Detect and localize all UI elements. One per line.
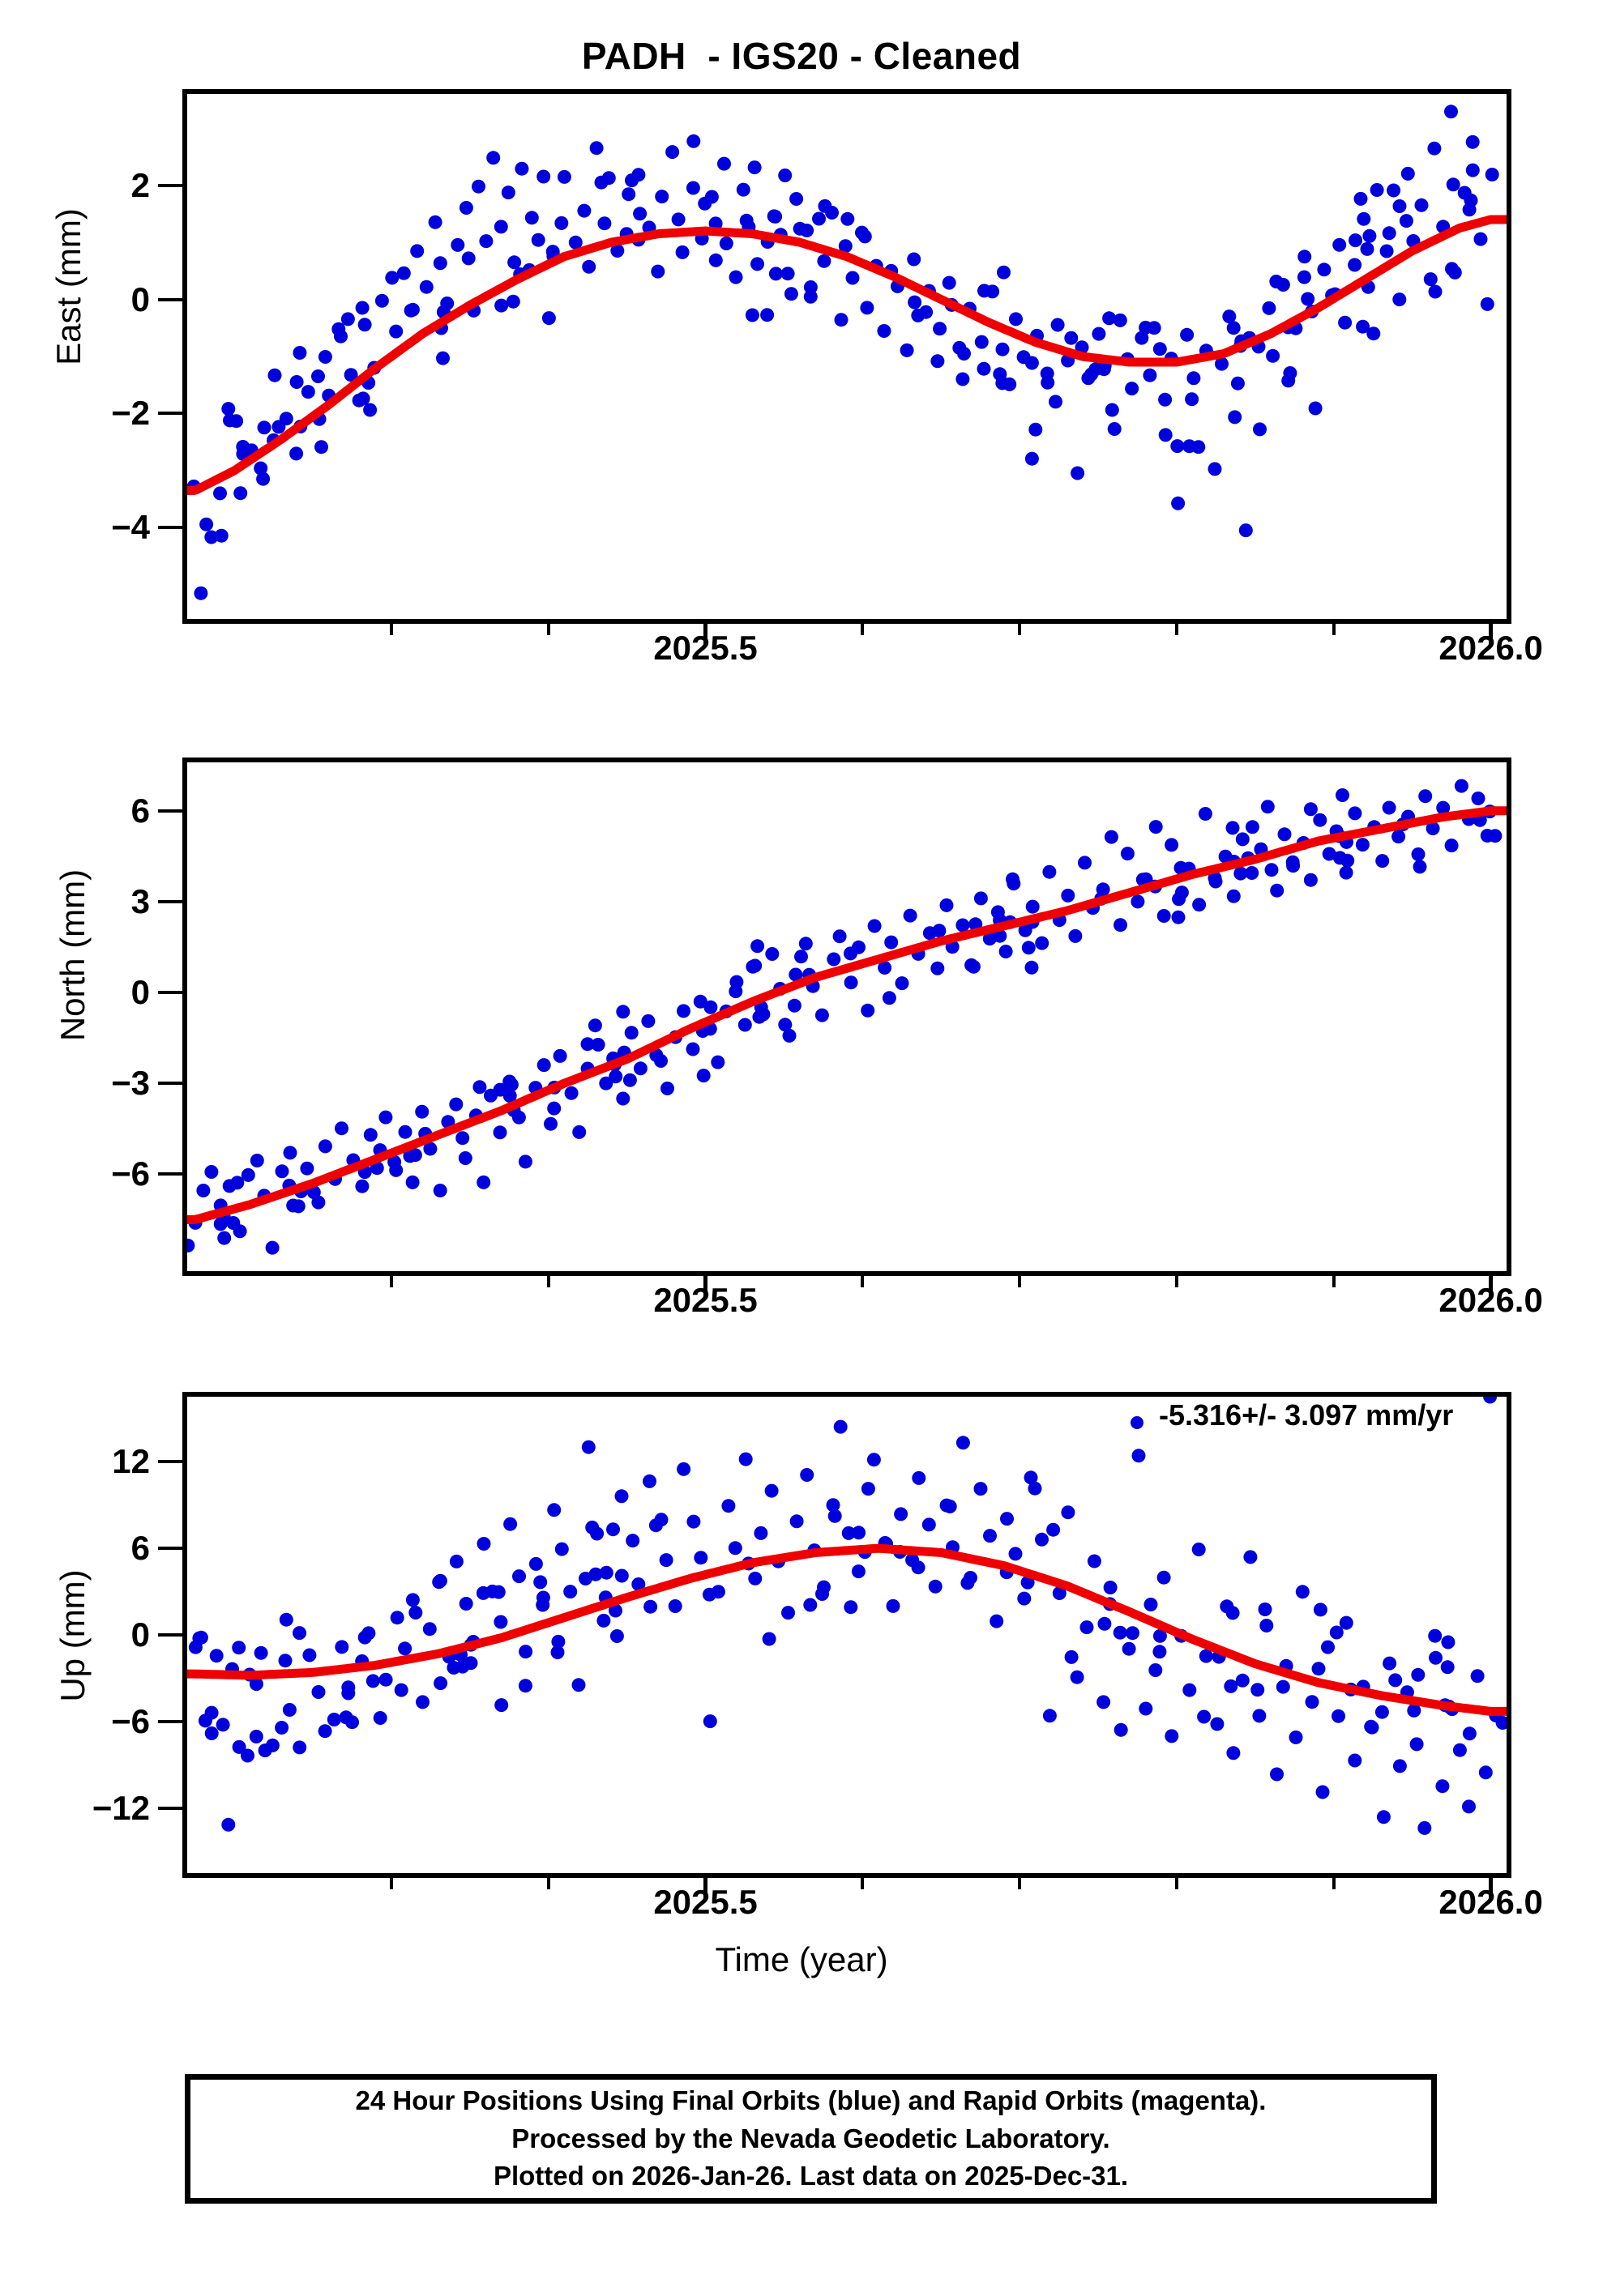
x-tick-major — [703, 1873, 708, 1901]
x-tick-label: 2026.0 — [1438, 1883, 1543, 1921]
legend-point-marker — [1131, 1416, 1143, 1429]
y-tick-label: 6 — [130, 791, 150, 830]
rate-annotation-up: -5.316+/- 3.097 mm/yr — [1159, 1398, 1454, 1432]
caption-line-1: 24 Hour Positions Using Final Orbits (bl… — [355, 2085, 1267, 2115]
x-tick-label: 2026.0 — [1438, 629, 1543, 667]
y-tick-label: −12 — [92, 1788, 150, 1827]
plot-frame-east — [182, 89, 1511, 624]
page-title: PADH - IGS20 - Cleaned — [581, 35, 1022, 77]
x-tick-label: 2026.0 — [1438, 1281, 1543, 1319]
x-tick-minor — [1175, 1873, 1178, 1889]
y-tick-mark — [158, 297, 182, 301]
y-tick-mark — [158, 809, 182, 813]
x-tick-minor — [861, 1873, 865, 1889]
x-tick-minor — [546, 619, 550, 635]
x-tick-label: 2025.5 — [653, 1883, 758, 1921]
y-tick-label: 2 — [130, 165, 150, 204]
y-tick-mark — [158, 991, 182, 995]
plot-frame-north — [182, 758, 1511, 1276]
x-tick-minor — [1332, 1271, 1336, 1287]
axis-label-north: North (mm) — [53, 868, 92, 1042]
y-tick-mark — [158, 526, 182, 530]
y-tick-mark — [158, 1633, 182, 1637]
x-tick-minor — [1175, 1271, 1178, 1287]
x-tick-minor — [861, 1271, 865, 1287]
x-tick-major — [1489, 1873, 1494, 1901]
y-tick-mark — [158, 183, 182, 187]
y-tick-mark — [158, 412, 182, 416]
x-tick-label: 2025.5 — [653, 1281, 758, 1319]
y-tick-mark — [158, 1460, 182, 1464]
x-tick-minor — [546, 1873, 550, 1889]
y-tick-label: −6 — [111, 1701, 150, 1740]
plot-area-east — [187, 105, 1507, 600]
x-tick-minor — [389, 1271, 393, 1287]
x-tick-minor — [1018, 1873, 1022, 1889]
y-tick-label: 3 — [130, 881, 150, 920]
y-tick-label: −3 — [111, 1064, 150, 1103]
y-tick-label: 6 — [130, 1529, 150, 1568]
y-tick-label: −2 — [111, 394, 150, 433]
caption-box: 24 Hour Positions Using Final Orbits (bl… — [185, 2074, 1437, 2204]
x-tick-minor — [1332, 1873, 1336, 1889]
plot-frame-up — [182, 1392, 1511, 1878]
y-tick-label: −4 — [111, 508, 150, 547]
y-tick-mark — [158, 1806, 182, 1810]
x-tick-major — [703, 619, 708, 647]
y-tick-mark — [158, 1082, 182, 1086]
x-tick-minor — [1332, 619, 1336, 635]
x-tick-minor — [861, 619, 865, 635]
y-tick-mark — [158, 1172, 182, 1176]
x-axis-title: Time (year) — [715, 1940, 888, 1978]
x-tick-major — [1489, 619, 1494, 647]
y-tick-label: 12 — [112, 1442, 150, 1481]
x-tick-major — [1489, 1271, 1494, 1299]
y-tick-label: 0 — [130, 973, 150, 1012]
y-tick-label: 0 — [130, 1615, 150, 1654]
y-tick-mark — [158, 1719, 182, 1723]
x-tick-minor — [546, 1271, 550, 1287]
x-tick-minor — [1175, 619, 1178, 635]
plot-area-north — [187, 779, 1507, 1255]
x-tick-major — [703, 1271, 708, 1299]
y-tick-label: −6 — [111, 1154, 150, 1193]
y-tick-label: 0 — [130, 280, 150, 318]
x-tick-minor — [1018, 1271, 1022, 1287]
x-tick-label: 2025.5 — [653, 629, 758, 667]
caption-line-2: Processed by the Nevada Geodetic Laborat… — [511, 2123, 1110, 2153]
y-tick-mark — [158, 899, 182, 903]
x-tick-minor — [389, 1873, 393, 1889]
x-tick-minor — [389, 619, 393, 635]
x-tick-minor — [1018, 619, 1022, 635]
caption-line-3: Plotted on 2026-Jan-26. Last data on 202… — [493, 2161, 1129, 2191]
y-tick-mark — [158, 1547, 182, 1551]
plot-area-up — [187, 1397, 1507, 1835]
